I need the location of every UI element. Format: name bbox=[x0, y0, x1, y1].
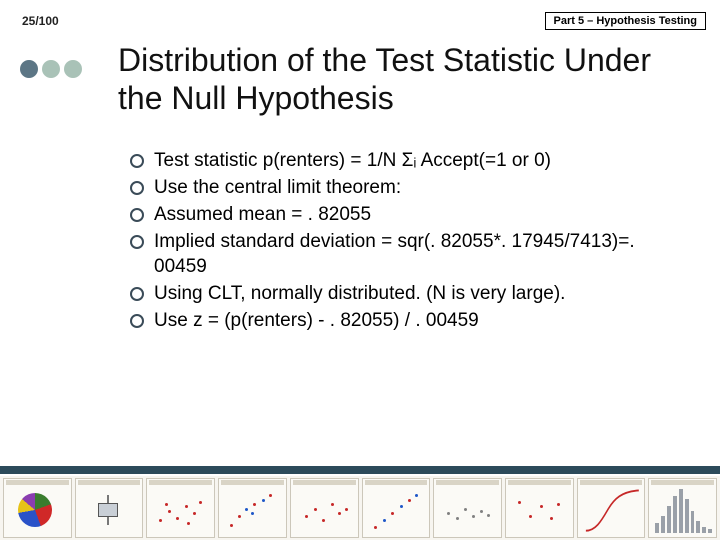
scatter-icon bbox=[440, 487, 497, 533]
thumb-cdf bbox=[577, 478, 646, 538]
thumb-scatter-2 bbox=[218, 478, 287, 538]
scatter-icon bbox=[297, 487, 354, 533]
page-counter: 25/100 bbox=[22, 14, 59, 28]
scatter-icon bbox=[225, 487, 282, 533]
accent-dot bbox=[64, 60, 82, 78]
thumb-scatter-5 bbox=[433, 478, 502, 538]
bullet-list: Test statistic p(renters) = 1/N Σᵢ Accep… bbox=[128, 148, 680, 334]
accent-dots bbox=[20, 60, 82, 78]
slide-title: Distribution of the Test Statistic Under… bbox=[118, 42, 690, 118]
bullet-item: Assumed mean = . 82055 bbox=[128, 202, 680, 227]
thumb-scatter-3 bbox=[290, 478, 359, 538]
scatter-icon bbox=[512, 487, 569, 533]
thumb-scatter-1 bbox=[146, 478, 215, 538]
boxplot-icon bbox=[96, 495, 120, 525]
thumb-pie-chart bbox=[3, 478, 72, 538]
footer-thumbnails bbox=[0, 476, 720, 540]
thumb-scatter-6 bbox=[505, 478, 574, 538]
accent-dot bbox=[42, 60, 60, 78]
part-label: Part 5 – Hypothesis Testing bbox=[545, 12, 706, 30]
footer-divider bbox=[0, 466, 720, 474]
thumb-histogram bbox=[648, 478, 717, 538]
bullet-item: Test statistic p(renters) = 1/N Σᵢ Accep… bbox=[128, 148, 680, 173]
histogram-icon bbox=[655, 489, 712, 533]
accent-dot bbox=[20, 60, 38, 78]
slide-body: Test statistic p(renters) = 1/N Σᵢ Accep… bbox=[128, 148, 680, 336]
thumb-boxplot bbox=[75, 478, 144, 538]
bullet-item: Implied standard deviation = sqr(. 82055… bbox=[128, 229, 680, 279]
scatter-icon bbox=[153, 487, 210, 533]
thumb-scatter-4 bbox=[362, 478, 431, 538]
bullet-item: Use the central limit theorem: bbox=[128, 175, 680, 200]
bullet-item: Using CLT, normally distributed. (N is v… bbox=[128, 281, 680, 306]
scatter-icon bbox=[369, 487, 426, 533]
bullet-item: Use z = (p(renters) - . 82055) / . 00459 bbox=[128, 308, 680, 333]
pie-chart-icon bbox=[18, 493, 52, 527]
cdf-icon bbox=[584, 487, 641, 533]
